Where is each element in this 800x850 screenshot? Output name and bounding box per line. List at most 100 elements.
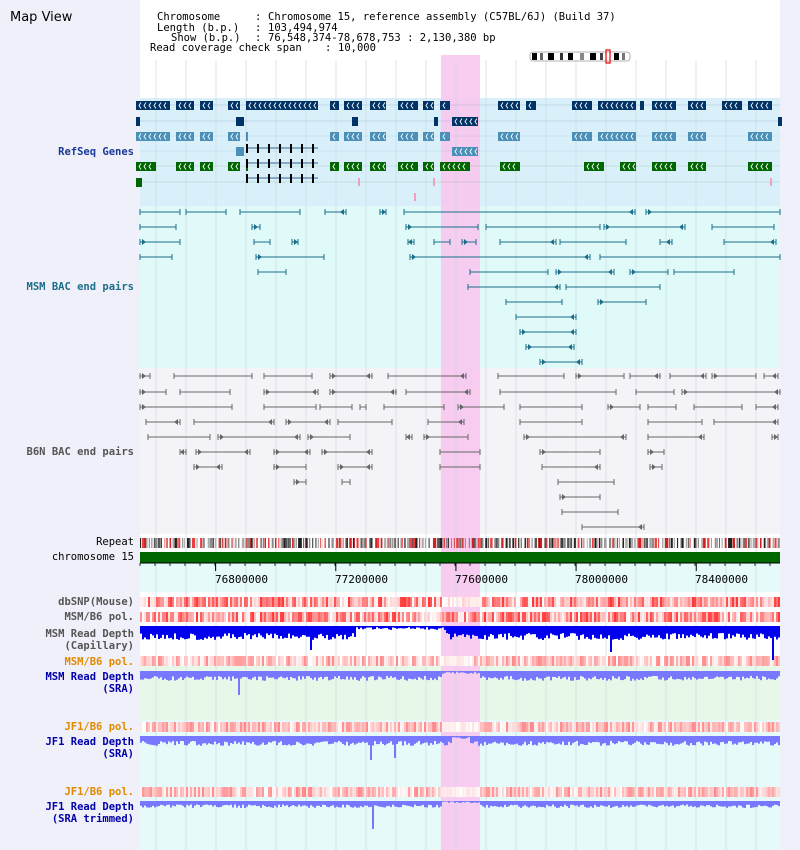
msm-pol-cell xyxy=(544,612,546,622)
dbsnp-cell xyxy=(426,597,428,607)
msm-capillary-depth-bar xyxy=(622,626,624,640)
jf1-sra-depth-bar xyxy=(696,736,698,743)
refseq-strand-arrow xyxy=(760,133,764,140)
jf1-sra-depth-bar xyxy=(768,736,770,742)
track-label-msm-bac[interactable]: MSM BAC end pairs xyxy=(26,281,134,293)
track-label-chromosome[interactable]: chromosome 15 xyxy=(51,551,134,563)
msm-capillary-depth-bar xyxy=(160,626,162,638)
jf1-pol-cell xyxy=(500,722,502,732)
jf1-sra-depth-bar xyxy=(678,736,680,745)
track-label-msm-pol-1[interactable]: MSM/B6 pol. xyxy=(64,611,134,623)
msm-pol-cell xyxy=(158,656,160,666)
msm-capillary-depth-bar xyxy=(348,626,350,638)
jf1-pol-cell xyxy=(148,787,150,797)
msm-pol-cell xyxy=(194,612,196,622)
track-label-repeat[interactable]: Repeat xyxy=(96,536,134,548)
jf1-pol-cell xyxy=(182,787,184,797)
jf1-pol-cell xyxy=(592,722,594,732)
dbsnp-cell xyxy=(518,597,520,607)
track-label-b6n-bac[interactable]: B6N BAC end pairs xyxy=(26,446,134,458)
dbsnp-cell xyxy=(686,597,688,607)
jf1-pol-cell xyxy=(440,722,442,732)
msm-pol-cell xyxy=(176,656,178,666)
msm-sra-depth-bar xyxy=(184,671,186,679)
dbsnp-cell xyxy=(264,597,266,607)
jf1-trimmed-depth-bar xyxy=(552,801,554,805)
jf1-trimmed-depth-bar xyxy=(464,801,466,803)
jf1-pol-cell xyxy=(640,787,642,797)
jf1-trimmed-depth-bar xyxy=(712,801,714,808)
dbsnp-cell xyxy=(712,597,714,607)
track-label-jf1-pol-2[interactable]: JF1/B6 pol. xyxy=(64,786,134,798)
msm-sra-depth-bar xyxy=(238,671,240,695)
msm-pol-cell xyxy=(146,656,148,666)
jf1-pol-cell xyxy=(318,722,320,732)
jf1-trimmed-depth-bar xyxy=(576,801,578,806)
msm-pol-cell xyxy=(568,612,570,622)
jf1-sra-depth-bar xyxy=(260,736,262,745)
dbsnp-cell xyxy=(716,597,718,607)
refseq-strand-arrow xyxy=(464,118,468,125)
msm-sra-depth-bar xyxy=(278,671,280,678)
track-label-jf1-pol-1[interactable]: JF1/B6 pol. xyxy=(64,721,134,733)
jf1-sra-depth-bar xyxy=(450,736,452,744)
jf1-trimmed-depth-bar xyxy=(352,801,354,808)
msm-sra-depth-bar xyxy=(532,671,534,681)
msm-pol-cell xyxy=(650,612,652,622)
msm-sra-depth-bar xyxy=(476,671,478,674)
dbsnp-cell xyxy=(316,597,318,607)
refseq-gene xyxy=(398,132,418,141)
msm-sra-depth-bar xyxy=(520,671,522,678)
label-panel-bg xyxy=(0,0,140,850)
msm-sra-depth-bar xyxy=(448,671,450,673)
msm-capillary-depth-bar xyxy=(420,626,422,629)
jf1-pol-cell xyxy=(746,722,748,732)
msm-capillary-depth-bar xyxy=(258,626,260,634)
msm-sra-depth-bar xyxy=(674,671,676,680)
refseq-gene xyxy=(652,101,676,110)
msm-pol-cell xyxy=(718,612,720,622)
jf1-pol-cell xyxy=(722,722,724,732)
jf1-sra-depth-bar xyxy=(472,736,474,744)
jf1-sra-depth-bar xyxy=(516,736,518,744)
jf1-sra-depth-bar xyxy=(498,736,500,744)
track-label-msm-cap-1[interactable]: MSM Read Depth xyxy=(45,628,134,640)
msm-pol-cell xyxy=(310,612,312,622)
jf1-trimmed-depth-bar xyxy=(510,801,512,805)
msm-pol-cell xyxy=(140,612,142,622)
jf1-pol-cell xyxy=(226,787,228,797)
jf1-trimmed-depth-bar xyxy=(206,801,208,805)
msm-pol-cell xyxy=(748,656,750,666)
msm-capillary-depth-bar xyxy=(502,626,504,638)
ideogram-band xyxy=(614,53,619,60)
jf1-sra-depth-bar xyxy=(368,736,370,746)
track-label-msm-sra-1[interactable]: MSM Read Depth xyxy=(45,671,134,683)
msm-pol-cell xyxy=(464,656,466,666)
jf1-pol-cell xyxy=(708,722,710,732)
track-label-dbsnp[interactable]: dbSNP(Mouse) xyxy=(58,596,134,608)
msm-pol-cell xyxy=(360,612,362,622)
jf1-trimmed-depth-bar xyxy=(694,801,696,807)
track-label-jf1-sra-1[interactable]: JF1 Read Depth xyxy=(45,736,134,748)
msm-pol-cell xyxy=(172,612,174,622)
jf1-sra-depth-bar xyxy=(432,736,434,745)
msm-sra-depth-bar xyxy=(204,671,206,678)
track-label-jf1-trim-1[interactable]: JF1 Read Depth xyxy=(45,801,134,813)
msm-pol-cell xyxy=(774,656,776,666)
msm-pol-cell xyxy=(246,656,248,666)
b6n-bac-arrow xyxy=(426,434,430,440)
repeat-element xyxy=(577,538,579,548)
jf1-pol-cell xyxy=(580,787,582,797)
dbsnp-cell xyxy=(364,597,366,607)
msm-pol-cell xyxy=(480,612,482,622)
msm-capillary-depth-bar xyxy=(570,626,572,634)
jf1-pol-cell xyxy=(710,722,712,732)
repeat-element xyxy=(460,538,462,548)
msm-sra-depth-bar xyxy=(586,671,588,681)
track-label-msm-pol-2[interactable]: MSM/B6 pol. xyxy=(64,656,134,668)
dbsnp-cell xyxy=(214,597,216,607)
msm-capillary-depth-bar xyxy=(210,626,212,639)
track-label-refseq[interactable]: RefSeq Genes xyxy=(58,146,134,158)
jf1-pol-cell xyxy=(258,787,260,797)
